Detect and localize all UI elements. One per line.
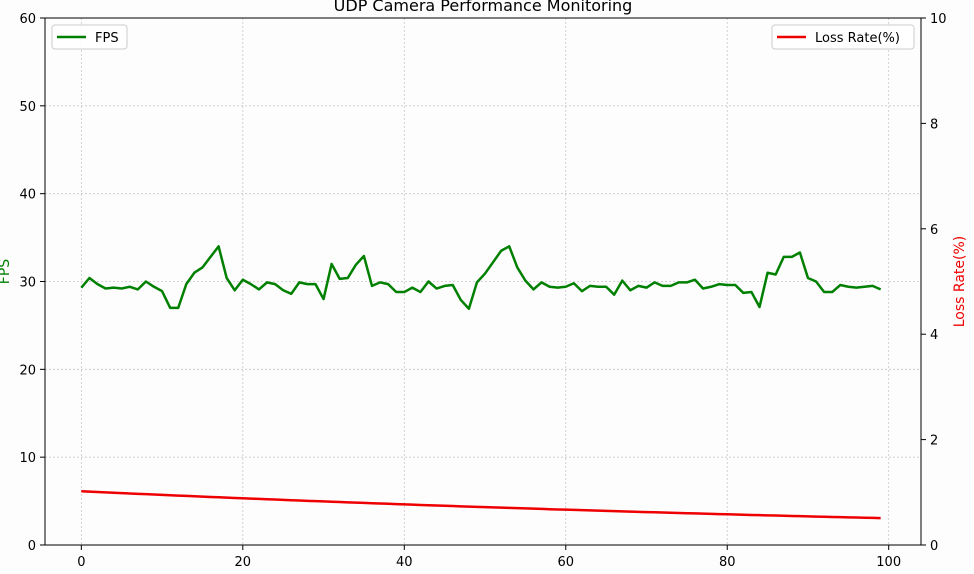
legend-fps-label: FPS	[95, 31, 119, 46]
y-left-tick-label: 50	[19, 100, 36, 115]
y-left-tick-label: 10	[19, 451, 36, 466]
x-tick-label: 20	[235, 555, 252, 570]
legend-fps-frame	[51, 24, 128, 50]
y-right-tick-label: 4	[930, 328, 938, 343]
y-left-tick-label: 30	[19, 276, 36, 291]
y-right-tick-label: 0	[930, 539, 938, 554]
x-tick-label: 100	[876, 555, 901, 570]
y-left-tick-label: 20	[19, 363, 36, 378]
y-left-tick-label: 40	[19, 188, 36, 203]
x-tick-label: 80	[719, 555, 736, 570]
legend-fps: FPS	[51, 24, 128, 50]
x-tick-label: 60	[557, 555, 574, 570]
y-right-tick-label: 8	[930, 117, 938, 132]
chart-title: UDP Camera Performance Monitoring	[334, 0, 633, 15]
legend-loss-rate-frame	[771, 24, 915, 50]
y-right-tick-label: 2	[930, 434, 938, 449]
y-axis-label-left: FPS	[0, 259, 13, 284]
x-tick-label: 40	[396, 555, 413, 570]
loss-rate-series-line	[81, 490, 881, 520]
axis-ticks: 0 20 40 60 80 100 0 10 20 30 40 50 60 0 2 4 6 8 10	[19, 12, 946, 570]
y-axis-label-right: Loss Rate(%)	[952, 236, 968, 328]
y-left-tick-label: 0	[28, 539, 36, 554]
y-left-tick-label: 60	[19, 12, 36, 27]
x-tick-label: 0	[77, 555, 85, 570]
plot-series	[80, 245, 882, 520]
legend-loss-rate: Loss Rate(%)	[771, 24, 915, 50]
y-right-tick-label: 6	[930, 223, 938, 238]
y-right-tick-label: 10	[930, 12, 947, 27]
fps-series-line	[80, 245, 882, 310]
legend-loss-rate-label: Loss Rate(%)	[815, 31, 900, 46]
